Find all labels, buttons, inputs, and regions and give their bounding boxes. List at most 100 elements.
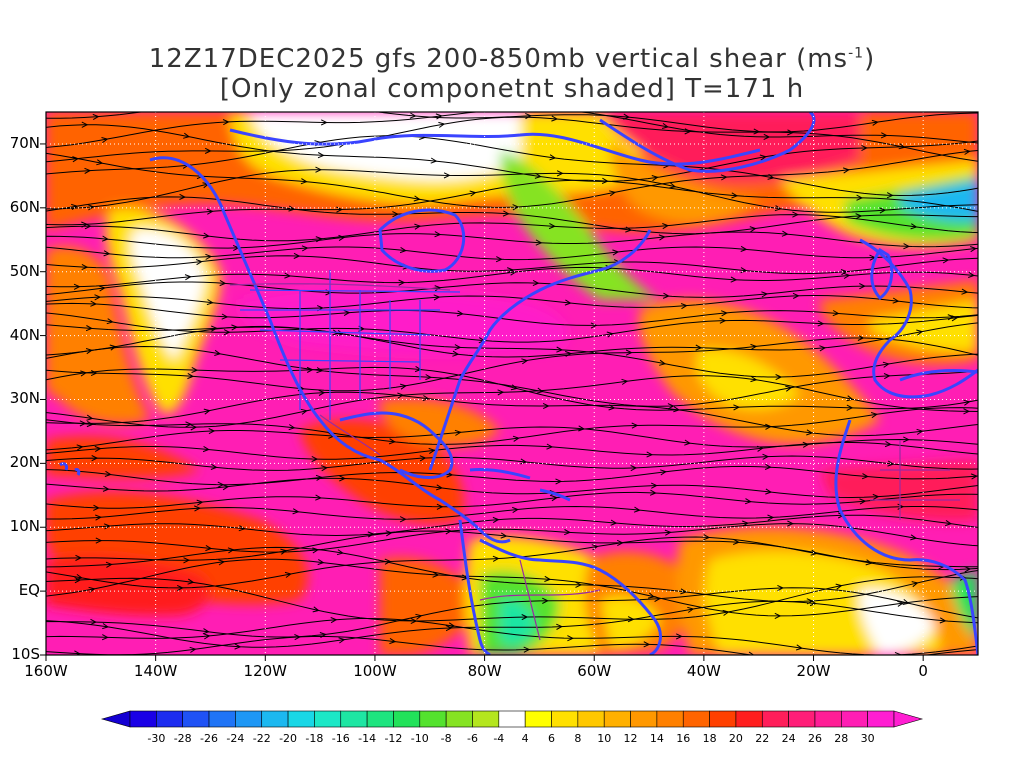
streamline-arrow (469, 190, 477, 197)
streamline-arrow (970, 246, 977, 253)
streamline-arrow (103, 250, 111, 257)
colorbar-swatch (261, 710, 289, 728)
streamline-arrow (76, 444, 84, 451)
streamline-arrow (806, 429, 814, 436)
streamline (46, 169, 978, 213)
streamline-arrow (502, 210, 510, 217)
colorbar-label: -12 (384, 732, 403, 745)
streamline-arrow (541, 106, 547, 111)
streamline-arrow (183, 557, 191, 564)
streamline-arrow (902, 436, 910, 443)
streamline-arrow (761, 291, 769, 298)
streamline-arrow (90, 618, 98, 626)
colorbar-swatch (761, 710, 789, 728)
colorbar-label: -10 (410, 732, 429, 745)
mediterranean (899, 368, 978, 382)
colorbar-label: 8 (574, 732, 582, 745)
colorbar-label: -18 (305, 732, 324, 745)
streamline-arrow (84, 223, 92, 230)
state-borders (240, 270, 461, 420)
streamline-arrow (222, 484, 230, 491)
streamline-arrow (413, 195, 421, 202)
colorbar-label: 6 (548, 732, 556, 745)
colorbar-swatch (603, 710, 631, 728)
streamline-arrow (103, 523, 111, 530)
streamline-arrow (684, 128, 692, 135)
streamline-arrow (651, 175, 659, 182)
streamline-arrow (231, 324, 239, 331)
streamline-arrow (664, 529, 672, 536)
streamline (46, 116, 978, 163)
streamline-arrow (843, 272, 851, 279)
streamline-arrow (92, 113, 100, 121)
streamline-arrow (740, 245, 748, 252)
streamline-arrow (945, 519, 953, 527)
streamline-arrow (338, 234, 346, 242)
lat-lon-grid (46, 112, 978, 655)
colorbar-swatch (393, 710, 421, 728)
streamline-arrow (774, 612, 782, 620)
streamline-arrow (492, 555, 500, 562)
streamline-arrow (436, 503, 444, 510)
streamline-arrow (549, 154, 557, 161)
streamline-arrow (853, 659, 859, 664)
lat-label: 10N (9, 517, 40, 536)
streamline-arrow (284, 571, 292, 578)
streamline-arrow (219, 279, 227, 287)
colorbar-swatch (577, 710, 605, 728)
streamline-arrow (238, 525, 246, 532)
streamline-arrow (534, 172, 542, 179)
streamline-arrow (548, 222, 556, 230)
streamline-arrow (968, 271, 976, 278)
streamline-arrow (71, 203, 79, 211)
streamline-arrow (675, 633, 683, 640)
streamline-arrow (542, 597, 549, 604)
streamline (46, 391, 978, 437)
colorbar-swatch (156, 710, 183, 728)
streamline-arrow (532, 279, 540, 287)
title-line-2: [Only zonal componetnt shaded] T=171 h (219, 74, 805, 104)
streamline (46, 536, 978, 589)
streamline-arrow (733, 404, 741, 411)
streamline-arrow (916, 329, 924, 336)
streamline-arrow (719, 317, 727, 324)
lon-label: 0 (918, 662, 928, 680)
streamline-arrow (523, 646, 531, 653)
streamline-arrow (206, 208, 214, 215)
streamline-arrow (730, 276, 738, 283)
streamline-arrow (680, 588, 688, 595)
streamline (46, 149, 978, 208)
colorbar-label: 16 (676, 732, 691, 745)
streamline-arrow (744, 498, 752, 505)
streamline-arrow (288, 205, 296, 212)
streamline-arrow (84, 167, 92, 174)
colorbar-label: -16 (331, 732, 350, 745)
streamline-arrow (202, 628, 210, 635)
streamline-arrow (190, 424, 198, 431)
greenland (599, 112, 816, 173)
streamline-arrow (910, 223, 918, 230)
streamline-arrow (454, 344, 462, 351)
streamline-arrow (731, 192, 739, 199)
streamline-arrow (631, 422, 639, 429)
streamline-arrow (205, 544, 213, 552)
streamline-arrow (227, 547, 235, 554)
colorbar-label: -22 (252, 732, 271, 745)
streamline-arrow (759, 154, 767, 161)
streamline-arrow (94, 445, 102, 453)
streamline-arrow (846, 404, 854, 411)
lat-label: 70N (9, 133, 40, 152)
colorbar-swatch (340, 710, 368, 728)
streamline-arrow (590, 322, 598, 329)
colorbar-swatch (814, 710, 842, 728)
colorbar-swatch (445, 710, 473, 728)
streamline-arrow (438, 121, 446, 128)
streamline (46, 179, 978, 226)
colorbar-label: 26 (807, 732, 822, 745)
streamline-arrow (104, 470, 112, 477)
streamline-arrow (74, 577, 82, 584)
streamline-arrow (436, 484, 444, 491)
streamline-arrow (288, 424, 296, 431)
streamline-arrow (409, 112, 417, 119)
streamline-arrow (871, 119, 879, 126)
